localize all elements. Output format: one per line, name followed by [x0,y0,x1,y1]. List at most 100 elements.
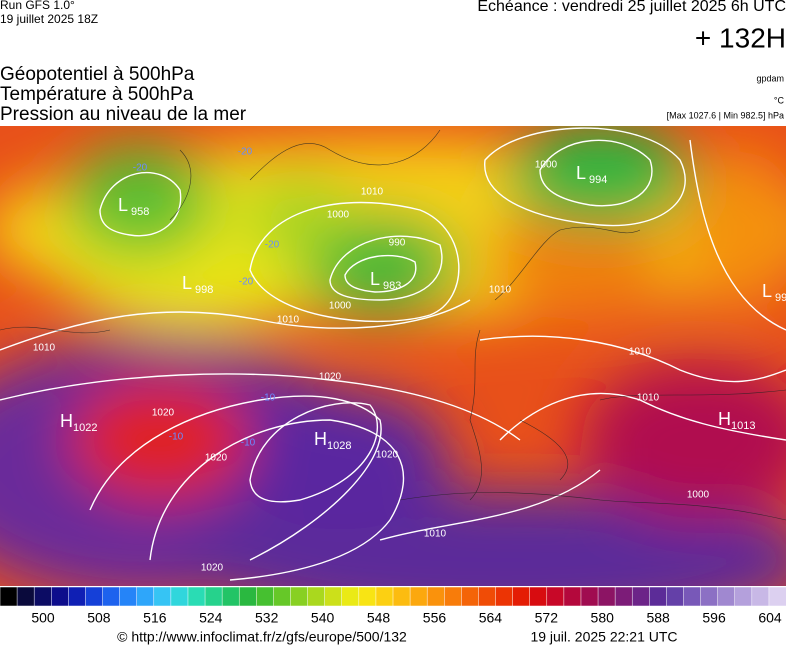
center-pressure: 994 [589,174,607,186]
center-letter: H [718,409,731,429]
coastlines [0,129,786,521]
colorbar-cell [700,586,719,607]
colorbar-label: 596 [702,610,726,626]
center-letter: H [314,429,327,449]
isobar-label: 1010 [637,393,660,404]
unit: gpdam [756,73,784,83]
colorbar-cell [563,586,582,607]
isobar-label: 1010 [629,347,652,358]
colorbar-cell [375,586,394,607]
colorbar-cell [136,586,155,607]
run: Run GFS 1.0° [0,0,75,12]
colorbar-cell [85,586,104,607]
colorbar-cell [631,586,651,607]
center-letter: L [182,273,192,293]
colorbar-cell [426,586,446,607]
isobar-label: 1000 [327,210,350,221]
colorbar-cell [238,586,258,607]
colorbar-label: 516 [143,610,167,626]
center-pressure: 1022 [73,422,97,434]
run-date: 19 juillet 2025 18Z [0,12,98,26]
colorbar-label: 572 [535,610,559,626]
colorbar-cell [0,586,18,607]
temperature-label: -20 [133,163,148,174]
field-name: Pression au niveau de la mer [0,104,247,125]
colorbar-cell [734,586,753,607]
colorbar-cell [324,586,343,607]
center-letter: H [60,411,73,431]
field-name: Température à 500hPa [0,84,194,105]
colorbar-cell [341,586,360,607]
center-letter: L [762,281,772,301]
valid-time: Echéance : vendredi 25 juillet 2025 6h U… [477,0,786,15]
colorbar-cell [170,586,189,607]
colorbar-cell [68,586,87,607]
colorbar-label: 540 [311,610,335,626]
isobar-label: 1010 [424,529,447,540]
center-letter: L [576,163,586,183]
colorbar-label: 508 [87,610,111,626]
colorbar-cell [33,586,53,607]
center-pressure: 998 [195,284,213,296]
colorbar-cell [102,586,121,607]
colorbar-cell [614,586,633,607]
colorbar-cell [392,586,411,607]
isobar-label: 1000 [535,160,558,171]
colorbar-cell [683,586,702,607]
colorbar-label: 580 [591,610,615,626]
colorbar-cell [256,586,275,607]
isobar-label: 1010 [489,285,512,296]
colorbar-cell [461,586,480,607]
colorbar-cell [187,586,206,607]
temperature-label: -20 [265,240,280,251]
temperature-label: -20 [239,277,254,288]
isobar-label: 1020 [205,453,228,464]
center-letter: L [370,269,380,289]
colorbar-cell [649,586,668,607]
map [0,126,786,586]
colorbar-cell [204,586,223,607]
colorbar-cell [717,586,736,607]
colorbar-cell [119,586,138,607]
lead-time: + 132H [695,22,786,53]
colorbar-cell [529,586,548,607]
colorbar-cell [16,586,35,607]
colorbar-cell [51,586,70,607]
colorbar-label: 524 [199,610,223,626]
colorbar-cell [478,586,497,607]
colorbar-label: 532 [255,610,279,626]
center-pressure: 983 [383,280,401,292]
colorbar-cell [597,586,616,607]
colorbar-cell [666,586,685,607]
isobar-label: 1020 [152,408,175,419]
colorbar-cell [409,586,428,607]
colorbar-cell [512,586,531,607]
colorbar-label: 556 [423,610,447,626]
timestamp: 19 juil. 2025 22:21 UTC [530,629,677,645]
colorbar-cell [580,586,599,607]
isobar-label: 1020 [319,372,342,383]
unit: °C [774,95,785,105]
colorbar-label: 548 [367,610,391,626]
center-pressure: 958 [131,206,149,218]
colorbar-cell [290,586,309,607]
isobar-label: 1010 [277,315,300,326]
isobar-label: 1000 [329,301,352,312]
colorbar-cell [495,586,514,607]
unit: [Max 1027.6 | Min 982.5] hPa [667,110,784,120]
colorbar-cell [768,586,786,607]
colorbar-cell [153,586,172,607]
colorbar-label: 500 [31,610,55,626]
colorbar-cell [546,586,565,607]
colorbar-cell [751,586,770,607]
center-letter: L [118,195,128,215]
isobar-label: 1020 [376,450,399,461]
temperature-label: -20 [238,147,253,158]
isobar-label: 990 [389,238,406,249]
field-name: Géopotentiel à 500hPa [0,64,195,85]
colorbar-cell [358,586,377,607]
isobars [0,127,786,581]
center-pressure: 993 [775,292,786,304]
isobar-label: 1020 [201,563,224,574]
